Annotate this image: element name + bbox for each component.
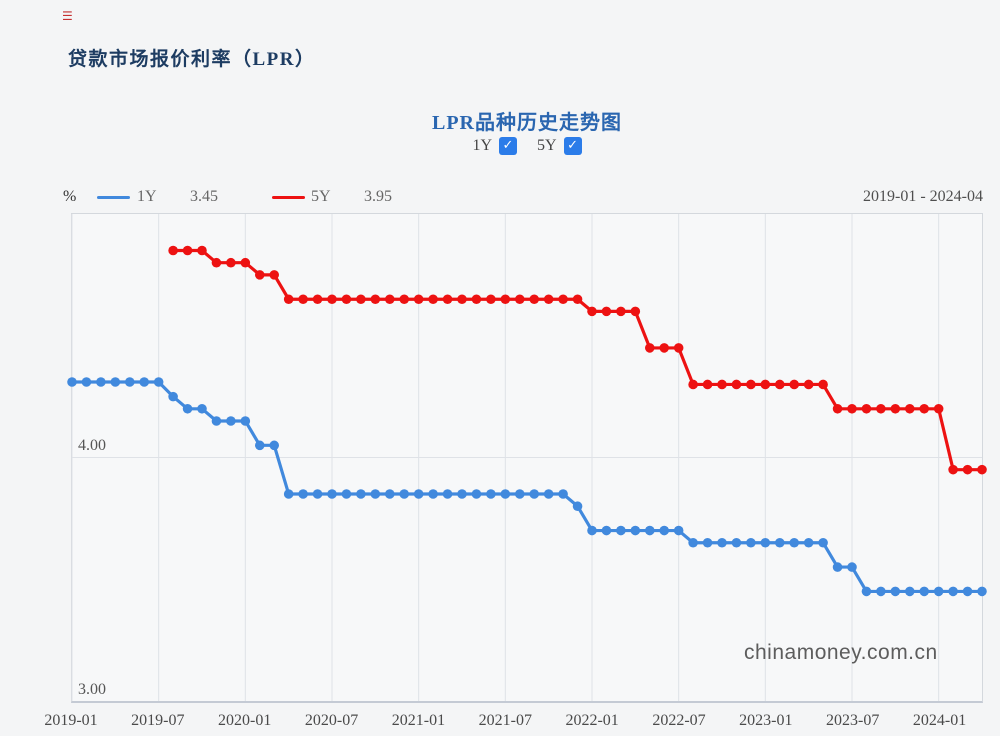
legend-line-swatch-5y	[272, 196, 305, 199]
x-axis-label: 2020-07	[304, 712, 359, 729]
legend-label-1y: 1Y	[137, 188, 157, 205]
y-axis-unit-label: %	[63, 188, 77, 205]
date-range-label: 2019-01 - 2024-04	[863, 188, 983, 205]
lpr-line-chart[interactable]	[67, 214, 987, 701]
checkbox-1y[interactable]: ✓	[499, 137, 517, 155]
x-axis-label: 2019-07	[131, 712, 185, 729]
x-axis-label: 2021-01	[391, 712, 446, 729]
checkbox-5y[interactable]: ✓	[563, 137, 582, 155]
x-axis-label: 2021-07	[478, 712, 532, 729]
chart-title: LPR品种历史走势图	[432, 112, 622, 134]
x-axis-label: 2020-01	[218, 712, 272, 729]
legend-line-swatch-1y	[97, 196, 130, 199]
x-axis-label: 2023-07	[826, 712, 880, 729]
watermark-text: chinamoney.com.cn	[744, 641, 938, 664]
toggle-label-5y: 5Y	[537, 137, 557, 154]
x-axis-label: 2024-01	[912, 712, 967, 729]
legend-label-5y: 5Y	[311, 188, 331, 205]
page-title: 贷款市场报价利率（LPR）	[68, 49, 316, 70]
y-axis-label: 4.00	[78, 437, 106, 454]
x-axis-label: 2022-07	[652, 712, 706, 729]
x-axis-label: 2022-01	[565, 712, 619, 729]
series-toggle-row: 1Y ✓ 5Y ✓	[71, 135, 983, 157]
plot-area[interactable]	[67, 213, 987, 703]
y-axis-label: 3.00	[78, 681, 106, 698]
x-axis-label: 2019-01	[44, 712, 98, 729]
legend-value-1y: 3.45	[190, 188, 218, 205]
red-logo-icon: ☰	[62, 9, 73, 23]
legend-value-5y: 3.95	[364, 188, 392, 205]
x-axis-label: 2023-01	[739, 712, 793, 729]
toggle-label-1y: 1Y	[472, 137, 492, 154]
